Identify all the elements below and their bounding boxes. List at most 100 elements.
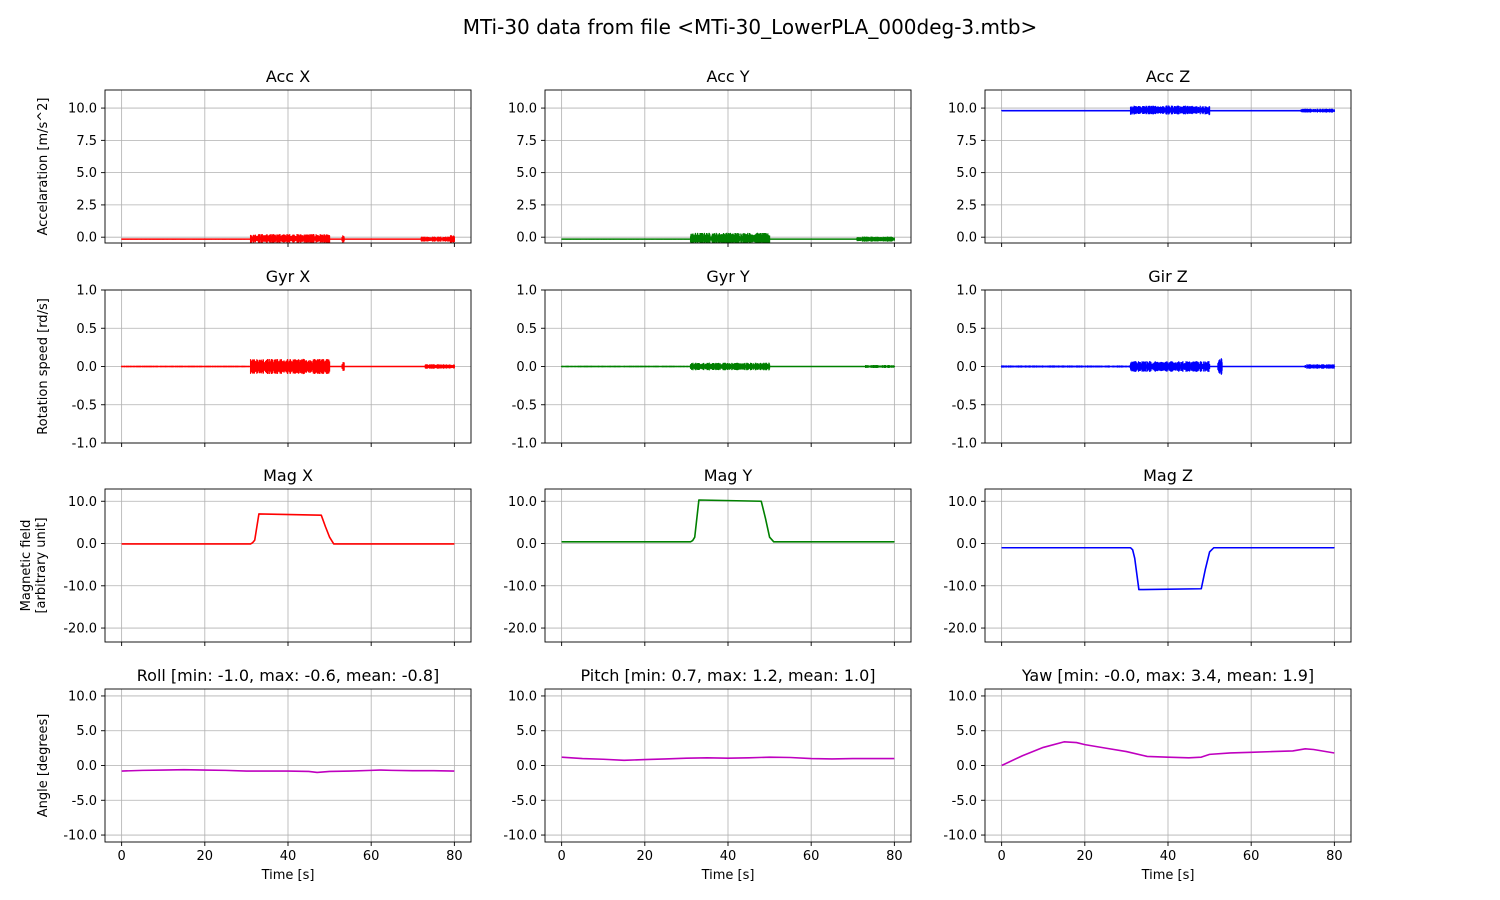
y-axis-label: Accelaration [m/s^2] bbox=[36, 97, 51, 235]
y-tick-label: 0.5 bbox=[956, 322, 977, 337]
y-tick-label: 0.0 bbox=[76, 759, 97, 774]
subplot-title: Gyr X bbox=[266, 267, 311, 286]
series-line bbox=[121, 768, 455, 774]
series-line bbox=[561, 756, 895, 762]
y-axis-label: Angle [degrees] bbox=[36, 714, 51, 818]
y-tick-label: -0.5 bbox=[72, 398, 97, 413]
y-tick-label: -1.0 bbox=[72, 437, 97, 452]
plot-area bbox=[121, 358, 455, 375]
subplot-title: Acc Z bbox=[1146, 67, 1190, 86]
x-tick-label: 0 bbox=[117, 849, 125, 864]
subplot-9: -20.0 -10.0 0.0 10.0 Mag Z bbox=[943, 466, 1352, 646]
subplot-title: Acc Y bbox=[706, 67, 749, 86]
y-tick-label: 10.0 bbox=[508, 102, 537, 117]
series-line bbox=[1001, 546, 1335, 591]
x-tick-label: 40 bbox=[1160, 849, 1177, 864]
figure-title: MTi-30 data from file <MTi-30_LowerPLA_0… bbox=[463, 15, 1038, 39]
plot-area bbox=[561, 499, 895, 543]
y-tick-label: -1.0 bbox=[952, 437, 977, 452]
series-line bbox=[561, 237, 895, 240]
x-axis-label: Time [s] bbox=[1141, 868, 1195, 883]
series-line bbox=[561, 499, 895, 543]
x-tick-label: 20 bbox=[197, 849, 214, 864]
y-tick-label: -20.0 bbox=[63, 622, 97, 637]
plot-area bbox=[1001, 546, 1335, 591]
y-tick-label: 10.0 bbox=[68, 102, 97, 117]
y-tick-label: -10.0 bbox=[63, 579, 97, 594]
y-tick-label: 10.0 bbox=[508, 495, 537, 510]
y-tick-label: -10.0 bbox=[943, 829, 977, 844]
subplot-12: 0 20 40 60 80 -10.0 -5.0 0.0 5.0 10.0 Yaw [min: -0… bbox=[943, 666, 1352, 883]
subplot-title: Pitch [min: 0.7, max: 1.2, mean: 1.0] bbox=[580, 666, 875, 685]
y-tick-label: 1.0 bbox=[76, 284, 97, 299]
subplot-2: 0.0 2.5 5.0 7.5 10.0 Acc Y bbox=[508, 67, 912, 247]
y-tick-label: 0.0 bbox=[516, 231, 537, 246]
y-tick-label: 0.0 bbox=[956, 759, 977, 774]
y-tick-label: 10.0 bbox=[68, 495, 97, 510]
x-axis-label: Time [s] bbox=[701, 868, 755, 883]
y-tick-label: 10.0 bbox=[948, 689, 977, 704]
y-tick-label: -10.0 bbox=[63, 829, 97, 844]
y-tick-label: 0.0 bbox=[76, 537, 97, 552]
y-tick-label: 5.0 bbox=[76, 724, 97, 739]
x-axis-label: Time [s] bbox=[261, 868, 315, 883]
subplot-5: -1.0 -0.5 0.0 0.5 1.0 Gyr Y bbox=[512, 267, 912, 452]
subplot-8: -20.0 -10.0 0.0 10.0 Mag Y bbox=[503, 466, 912, 646]
x-tick-label: 40 bbox=[280, 849, 297, 864]
y-axis-label: Rotation speed [rd/s] bbox=[36, 298, 51, 435]
y-tick-label: 2.5 bbox=[516, 198, 537, 213]
x-tick-label: 40 bbox=[720, 849, 737, 864]
subplot-1: 0.0 2.5 5.0 7.5 10.0 Acc X Accelaration [m/s^2… bbox=[36, 67, 472, 247]
y-tick-label: 0.0 bbox=[516, 360, 537, 375]
y-tick-label: -5.0 bbox=[512, 794, 537, 809]
x-tick-label: 60 bbox=[803, 849, 820, 864]
plot-area bbox=[1001, 358, 1335, 375]
y-tick-label: 0.0 bbox=[956, 537, 977, 552]
subplot-title: Yaw [min: -0.0, max: 3.4, mean: 1.9] bbox=[1021, 666, 1314, 685]
series-line bbox=[121, 513, 455, 545]
y-axis-label: [arbitrary unit] bbox=[34, 517, 49, 613]
subplot-3: 0.0 2.5 5.0 7.5 10.0 Acc Z bbox=[948, 67, 1352, 247]
subplot-4: -1.0 -0.5 0.0 0.5 1.0 Gyr X Rotation speed [rd… bbox=[36, 267, 472, 452]
y-tick-label: -5.0 bbox=[952, 794, 977, 809]
y-tick-label: 10.0 bbox=[948, 102, 977, 117]
y-tick-label: 0.0 bbox=[516, 759, 537, 774]
plot-area bbox=[1001, 105, 1335, 116]
x-tick-label: 0 bbox=[557, 849, 565, 864]
y-tick-label: 2.5 bbox=[956, 198, 977, 213]
y-tick-label: 10.0 bbox=[68, 689, 97, 704]
y-tick-label: -20.0 bbox=[503, 622, 537, 637]
plot-area bbox=[121, 768, 455, 774]
y-tick-label: 5.0 bbox=[76, 166, 97, 181]
subplot-title: Mag Z bbox=[1143, 466, 1193, 485]
subplot-title: Gyr Y bbox=[706, 267, 750, 286]
y-tick-label: -10.0 bbox=[503, 829, 537, 844]
x-tick-label: 60 bbox=[1243, 849, 1260, 864]
y-tick-label: -10.0 bbox=[943, 579, 977, 594]
subplot-grid: 0.0 2.5 5.0 7.5 10.0 Acc X Accelaration [m/s^2… bbox=[19, 67, 1352, 883]
y-tick-label: 5.0 bbox=[516, 166, 537, 181]
y-tick-label: 0.0 bbox=[956, 360, 977, 375]
y-tick-label: -0.5 bbox=[952, 398, 977, 413]
y-tick-label: 7.5 bbox=[956, 134, 977, 149]
subplot-10: 0 20 40 60 80 -10.0 -5.0 0.0 5.0 10.0 Roll [min: -… bbox=[36, 666, 472, 883]
plot-area bbox=[1001, 741, 1335, 767]
plot-area bbox=[561, 362, 895, 371]
y-tick-label: 0.0 bbox=[76, 360, 97, 375]
subplot-title: Gir Z bbox=[1148, 267, 1188, 286]
y-tick-label: -10.0 bbox=[503, 579, 537, 594]
x-tick-label: 80 bbox=[1326, 849, 1343, 864]
x-tick-label: 80 bbox=[446, 849, 463, 864]
series-line bbox=[1001, 741, 1335, 767]
subplot-title: Roll [min: -1.0, max: -0.6, mean: -0.8] bbox=[137, 666, 439, 685]
y-tick-label: 0.5 bbox=[76, 322, 97, 337]
y-tick-label: 7.5 bbox=[76, 134, 97, 149]
x-tick-label: 80 bbox=[886, 849, 903, 864]
subplot-6: -1.0 -0.5 0.0 0.5 1.0 Gir Z bbox=[952, 267, 1352, 452]
x-tick-label: 0 bbox=[997, 849, 1005, 864]
x-tick-label: 20 bbox=[637, 849, 654, 864]
y-tick-label: 0.0 bbox=[76, 231, 97, 246]
y-tick-label: 0.0 bbox=[516, 537, 537, 552]
y-tick-label: 0.0 bbox=[956, 231, 977, 246]
series-line bbox=[121, 237, 455, 240]
